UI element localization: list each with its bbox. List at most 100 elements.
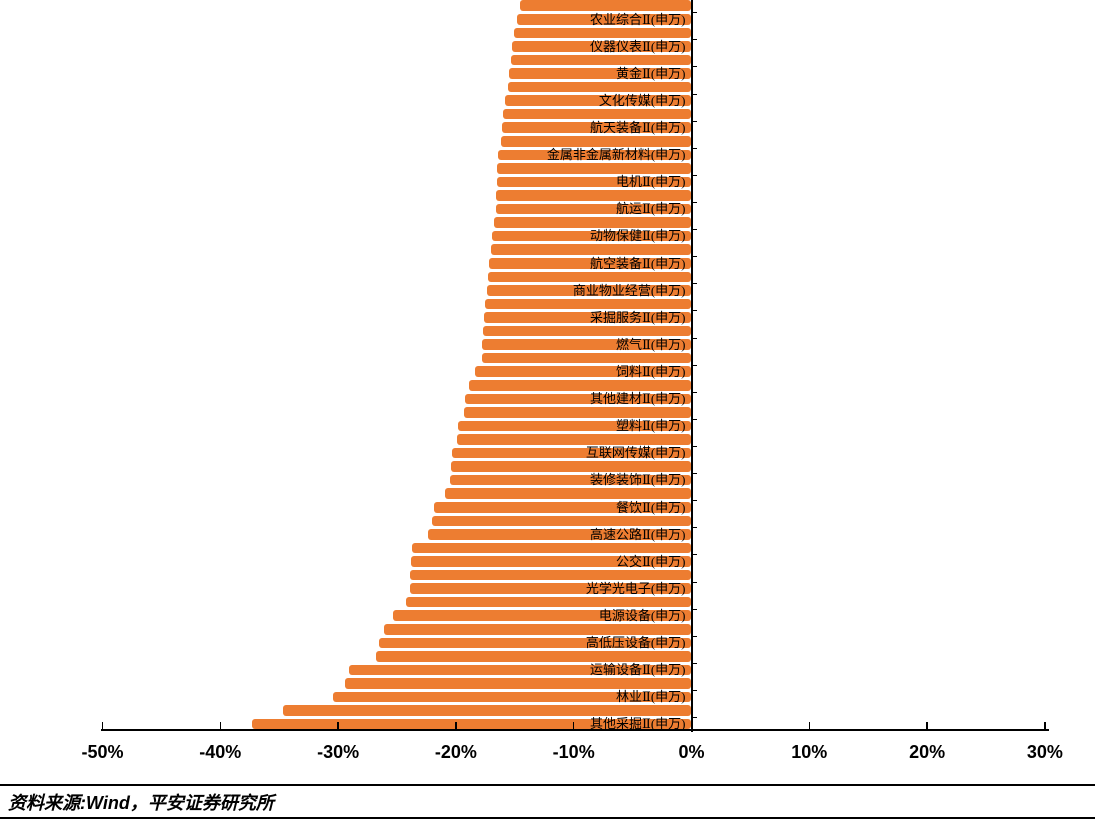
x-tick-label: 10% — [791, 742, 828, 762]
bar — [468, 379, 692, 391]
x-tick — [1044, 722, 1046, 729]
category-tick — [691, 581, 697, 583]
bar — [492, 230, 692, 242]
bar — [495, 203, 692, 215]
category-tick — [691, 229, 697, 231]
bar-label: 航天装备Ⅱ(申万) — [590, 120, 686, 135]
bar — [486, 285, 692, 296]
bar-label: 塑料Ⅱ(申万) — [616, 418, 686, 434]
x-tick — [337, 722, 339, 729]
bar — [348, 664, 692, 676]
bar-label: 公交Ⅱ(申万) — [616, 553, 686, 569]
bar — [393, 610, 692, 621]
bar-chart: 农业综合Ⅱ(申万) 仪器仪表Ⅱ(申万) 黄金Ⅱ(申万) 文化传媒(申万) 航天装备Ⅱ(申… — [81, 0, 1063, 762]
category-tick — [691, 717, 697, 719]
category-tick — [691, 445, 697, 447]
bar-label: 高低压设备(申万) — [585, 635, 686, 651]
category-tick — [691, 500, 697, 502]
x-tick-label: -30% — [317, 742, 360, 762]
category-tick — [691, 662, 697, 664]
category-tick — [691, 391, 697, 393]
bar — [495, 190, 692, 201]
bar — [511, 54, 692, 66]
x-tick — [808, 722, 811, 729]
footer-bottom-rule — [0, 816, 1095, 819]
x-tick — [690, 722, 693, 729]
bar — [379, 637, 692, 649]
bar — [488, 257, 692, 269]
x-tick — [101, 722, 104, 729]
category-tick — [691, 120, 697, 122]
bar — [503, 108, 692, 120]
bar — [465, 393, 692, 405]
bar — [498, 149, 692, 161]
category-tick — [691, 201, 697, 203]
bar-label: 光学光电子(申万) — [585, 580, 686, 596]
x-tick-label: -10% — [552, 742, 595, 762]
bar — [482, 325, 692, 337]
bar — [491, 244, 692, 255]
source-text: 资料来源:Wind，平安证券研究所 — [8, 793, 274, 813]
bar — [497, 163, 692, 174]
category-tick — [691, 12, 697, 14]
category-tick — [691, 39, 697, 41]
category-tick — [691, 310, 697, 312]
x-tick-label: -50% — [81, 742, 124, 762]
bar — [485, 298, 692, 310]
bar — [505, 95, 692, 106]
bar — [501, 122, 692, 133]
x-tick-label: 0% — [678, 742, 705, 762]
x-tick — [455, 722, 457, 729]
category-tick — [691, 147, 697, 149]
bar-label: 燃气Ⅱ(申万) — [616, 336, 686, 352]
bar-label: 其他建材Ⅱ(申万) — [590, 391, 686, 407]
category-tick — [691, 174, 697, 176]
bar — [375, 651, 692, 662]
bar-label: 运输设备Ⅱ(申万) — [590, 662, 686, 678]
bar — [481, 352, 692, 364]
category-tick — [691, 608, 697, 610]
zero-axis-line — [691, 0, 693, 732]
bar — [507, 81, 692, 93]
bar-label: 采掘服务Ⅱ(申万) — [590, 309, 686, 325]
x-tick-label: 30% — [1026, 742, 1063, 762]
bar — [450, 474, 692, 486]
bar — [487, 271, 692, 283]
bar — [409, 569, 692, 581]
bar — [512, 41, 692, 52]
x-tick — [926, 722, 928, 729]
bar — [513, 27, 692, 39]
bar — [500, 135, 692, 147]
bar-label: 金属非金属新材料(申万) — [546, 147, 686, 163]
bar — [457, 434, 692, 445]
category-tick — [691, 283, 697, 285]
category-tick — [691, 256, 697, 258]
bar — [409, 583, 692, 594]
bar-label: 农业综合Ⅱ(申万) — [590, 11, 686, 27]
bar-label: 电源设备(申万) — [598, 608, 686, 624]
bar-label: 文化传媒(申万) — [598, 92, 686, 108]
category-tick — [691, 418, 697, 420]
bar — [282, 705, 692, 716]
bar-label: 其他采掘Ⅱ(申万) — [590, 716, 686, 732]
bar — [493, 217, 692, 228]
bar — [517, 13, 692, 25]
x-tick — [572, 722, 575, 729]
bar — [474, 366, 692, 377]
bar — [384, 623, 692, 635]
bar — [519, 0, 692, 11]
x-tick-label: -20% — [434, 742, 477, 762]
bar — [406, 596, 692, 608]
category-tick — [691, 635, 697, 637]
bar-label: 动物保健Ⅱ(申万) — [590, 228, 686, 244]
bar-label: 餐饮Ⅱ(申万) — [616, 499, 686, 515]
bar — [497, 176, 692, 188]
x-tick-label: 20% — [909, 742, 946, 762]
bar — [411, 556, 692, 567]
category-tick — [691, 554, 697, 556]
bar-label: 互联网传媒(申万) — [585, 445, 686, 461]
x-tick — [219, 722, 222, 729]
bar — [445, 488, 692, 499]
bar-label: 饲料Ⅱ(申万) — [616, 364, 686, 379]
bar-label: 装修装饰Ⅱ(申万) — [590, 472, 686, 488]
